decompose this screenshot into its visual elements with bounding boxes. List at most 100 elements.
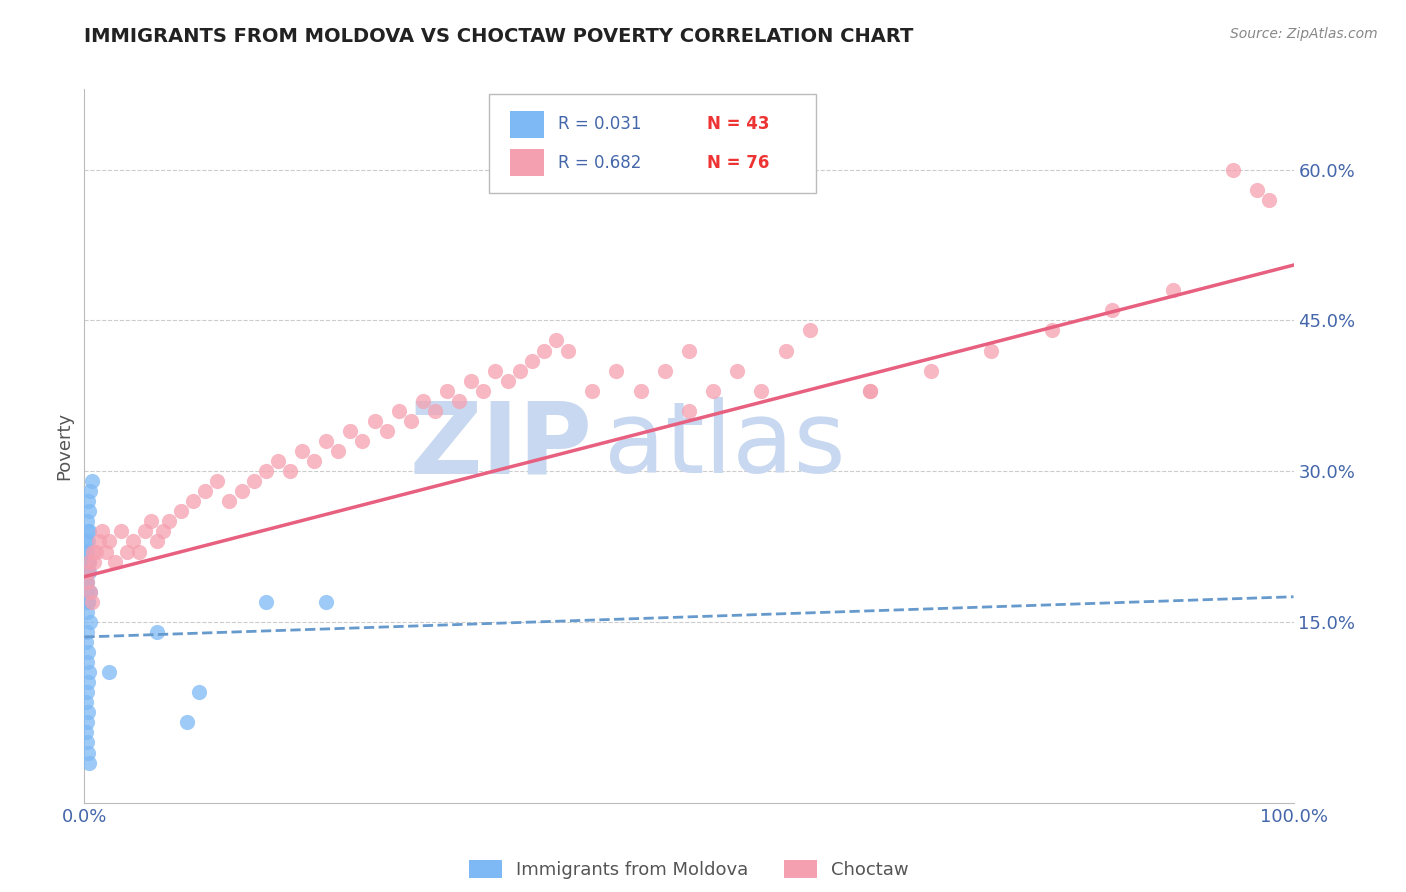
FancyBboxPatch shape xyxy=(489,95,815,193)
Point xyxy=(533,343,555,358)
Point xyxy=(77,524,100,539)
Point xyxy=(77,565,100,579)
Point xyxy=(267,454,290,468)
Point xyxy=(86,544,108,558)
Point xyxy=(496,374,519,388)
Point xyxy=(412,393,434,408)
Point xyxy=(139,515,162,529)
Point xyxy=(77,555,100,569)
Point xyxy=(980,343,1002,358)
Point xyxy=(76,685,98,699)
Point xyxy=(702,384,724,398)
Point xyxy=(315,434,337,448)
Point xyxy=(77,504,100,518)
Point xyxy=(291,444,314,458)
Point xyxy=(460,374,482,388)
Point xyxy=(254,595,277,609)
Point xyxy=(75,695,97,709)
Point xyxy=(76,624,98,639)
Point xyxy=(75,725,97,739)
Point xyxy=(77,665,100,680)
Point xyxy=(77,524,100,539)
Point xyxy=(77,534,100,549)
Point xyxy=(77,555,100,569)
Point xyxy=(77,595,100,609)
Point xyxy=(128,544,150,558)
Point xyxy=(399,414,422,428)
Point xyxy=(77,706,100,720)
Point xyxy=(654,363,676,377)
Text: R = 0.031: R = 0.031 xyxy=(558,115,643,133)
Point xyxy=(76,655,98,669)
Point xyxy=(1161,283,1184,297)
Text: IMMIGRANTS FROM MOLDOVA VS CHOCTAW POVERTY CORRELATION CHART: IMMIGRANTS FROM MOLDOVA VS CHOCTAW POVER… xyxy=(84,27,914,45)
Point xyxy=(170,504,193,518)
Point xyxy=(678,404,700,418)
Point xyxy=(799,323,821,337)
Point xyxy=(87,534,110,549)
Point xyxy=(484,363,506,377)
Point xyxy=(77,494,100,508)
Point xyxy=(859,384,882,398)
Point xyxy=(97,665,120,680)
Point xyxy=(218,494,240,508)
Point xyxy=(176,715,198,730)
Point xyxy=(1101,303,1123,318)
Point xyxy=(472,384,495,398)
Point xyxy=(181,494,204,508)
Text: Source: ZipAtlas.com: Source: ZipAtlas.com xyxy=(1230,27,1378,41)
Point xyxy=(375,424,398,438)
Point xyxy=(83,555,105,569)
Point xyxy=(79,584,101,599)
Point xyxy=(77,756,100,770)
Point xyxy=(605,363,627,377)
Point xyxy=(449,393,471,408)
Point xyxy=(352,434,374,448)
Point xyxy=(80,595,103,609)
Point xyxy=(581,384,603,398)
Point xyxy=(76,515,98,529)
Point xyxy=(94,544,117,558)
Point xyxy=(302,454,325,468)
Point xyxy=(1258,193,1281,207)
Point xyxy=(436,384,458,398)
Text: N = 76: N = 76 xyxy=(707,153,769,171)
Point xyxy=(76,544,98,558)
Point xyxy=(630,384,652,398)
Point xyxy=(79,484,101,499)
Point xyxy=(157,515,180,529)
Text: N = 43: N = 43 xyxy=(707,115,769,133)
Point xyxy=(423,404,446,418)
Point xyxy=(775,343,797,358)
Point xyxy=(544,334,567,348)
Text: R = 0.682: R = 0.682 xyxy=(558,153,641,171)
Point xyxy=(520,353,543,368)
Point xyxy=(678,343,700,358)
Point xyxy=(76,584,98,599)
Point xyxy=(231,484,253,499)
Point xyxy=(79,615,101,629)
Point xyxy=(77,565,100,579)
FancyBboxPatch shape xyxy=(510,111,544,137)
Point xyxy=(242,474,264,488)
Point xyxy=(1222,162,1244,177)
Point xyxy=(188,685,211,699)
Y-axis label: Poverty: Poverty xyxy=(55,412,73,480)
Text: ZIP: ZIP xyxy=(409,398,592,494)
Point xyxy=(97,534,120,549)
Point xyxy=(76,605,98,619)
Point xyxy=(557,343,579,358)
Legend: Immigrants from Moldova, Choctaw: Immigrants from Moldova, Choctaw xyxy=(461,853,917,887)
Point xyxy=(76,574,98,589)
Point xyxy=(76,574,98,589)
Point xyxy=(104,555,127,569)
Point xyxy=(75,534,97,549)
Point xyxy=(207,474,229,488)
Point xyxy=(278,464,301,478)
Point xyxy=(1040,323,1063,337)
Point xyxy=(388,404,411,418)
Point xyxy=(859,384,882,398)
Point xyxy=(77,595,100,609)
Point xyxy=(339,424,361,438)
Point xyxy=(328,444,350,458)
